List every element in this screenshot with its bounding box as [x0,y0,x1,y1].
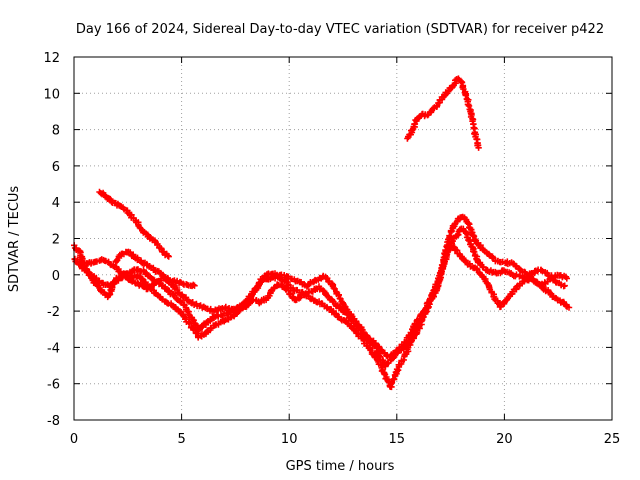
x-axis-label: GPS time / hours [286,459,395,474]
x-tick-label: 25 [604,432,621,447]
x-tick-labels: 0 5 10 15 20 25 [70,432,620,447]
y-tick-label: -2 [47,305,60,320]
y-tick-label: -6 [47,378,60,393]
data-point [563,275,570,282]
data-markers [71,75,573,391]
data-point [364,334,371,341]
x-tick-label: 15 [389,432,406,447]
x-tick-label: 20 [496,432,513,447]
y-tick-label: 0 [52,269,60,284]
data-point [185,320,193,327]
data-point [165,253,172,260]
data-point [170,291,177,298]
data-point [190,281,197,288]
y-tick-labels: -8 -6 -4 -2 0 2 4 6 8 10 12 [43,51,60,429]
y-tick-label: 6 [52,160,60,175]
series-track-e [112,248,198,290]
data-point [446,232,453,239]
data-point [565,304,573,311]
data-point [176,308,184,315]
data-point [244,300,251,307]
y-tick-label: -8 [47,414,60,429]
series-track-f [404,75,482,151]
data-point [561,282,568,289]
series-track-a [71,225,573,361]
data-point [243,301,250,308]
data-point [475,144,482,151]
data-point [433,281,440,288]
data-point [173,295,180,302]
data-point [110,262,117,269]
data-point [191,282,198,289]
data-point [513,283,520,290]
data-point [409,127,416,134]
axis-ticks [73,56,613,421]
data-point [425,300,432,307]
grid-lines [74,57,612,420]
y-tick-label: 12 [43,51,60,66]
chart-title: Day 166 of 2024, Sidereal Day-to-day VTE… [76,22,604,37]
data-point [233,309,241,317]
series-track-c [74,242,570,391]
y-tick-label: -4 [47,341,60,356]
series-track-d [96,188,172,260]
data-point [108,198,115,206]
y-tick-label: 10 [43,87,60,102]
data-point [390,375,398,383]
y-tick-label: 8 [52,124,60,139]
y-axis-label: SDTVAR / TECUs [7,186,22,293]
x-tick-label: 10 [281,432,298,447]
data-point [462,92,470,99]
data-point [471,248,478,256]
y-tick-label: 2 [52,233,60,248]
x-tick-label: 5 [177,432,185,447]
data-point [473,135,480,143]
data-point [330,284,337,292]
x-tick-label: 0 [70,432,78,447]
y-tick-label: 4 [52,196,60,211]
